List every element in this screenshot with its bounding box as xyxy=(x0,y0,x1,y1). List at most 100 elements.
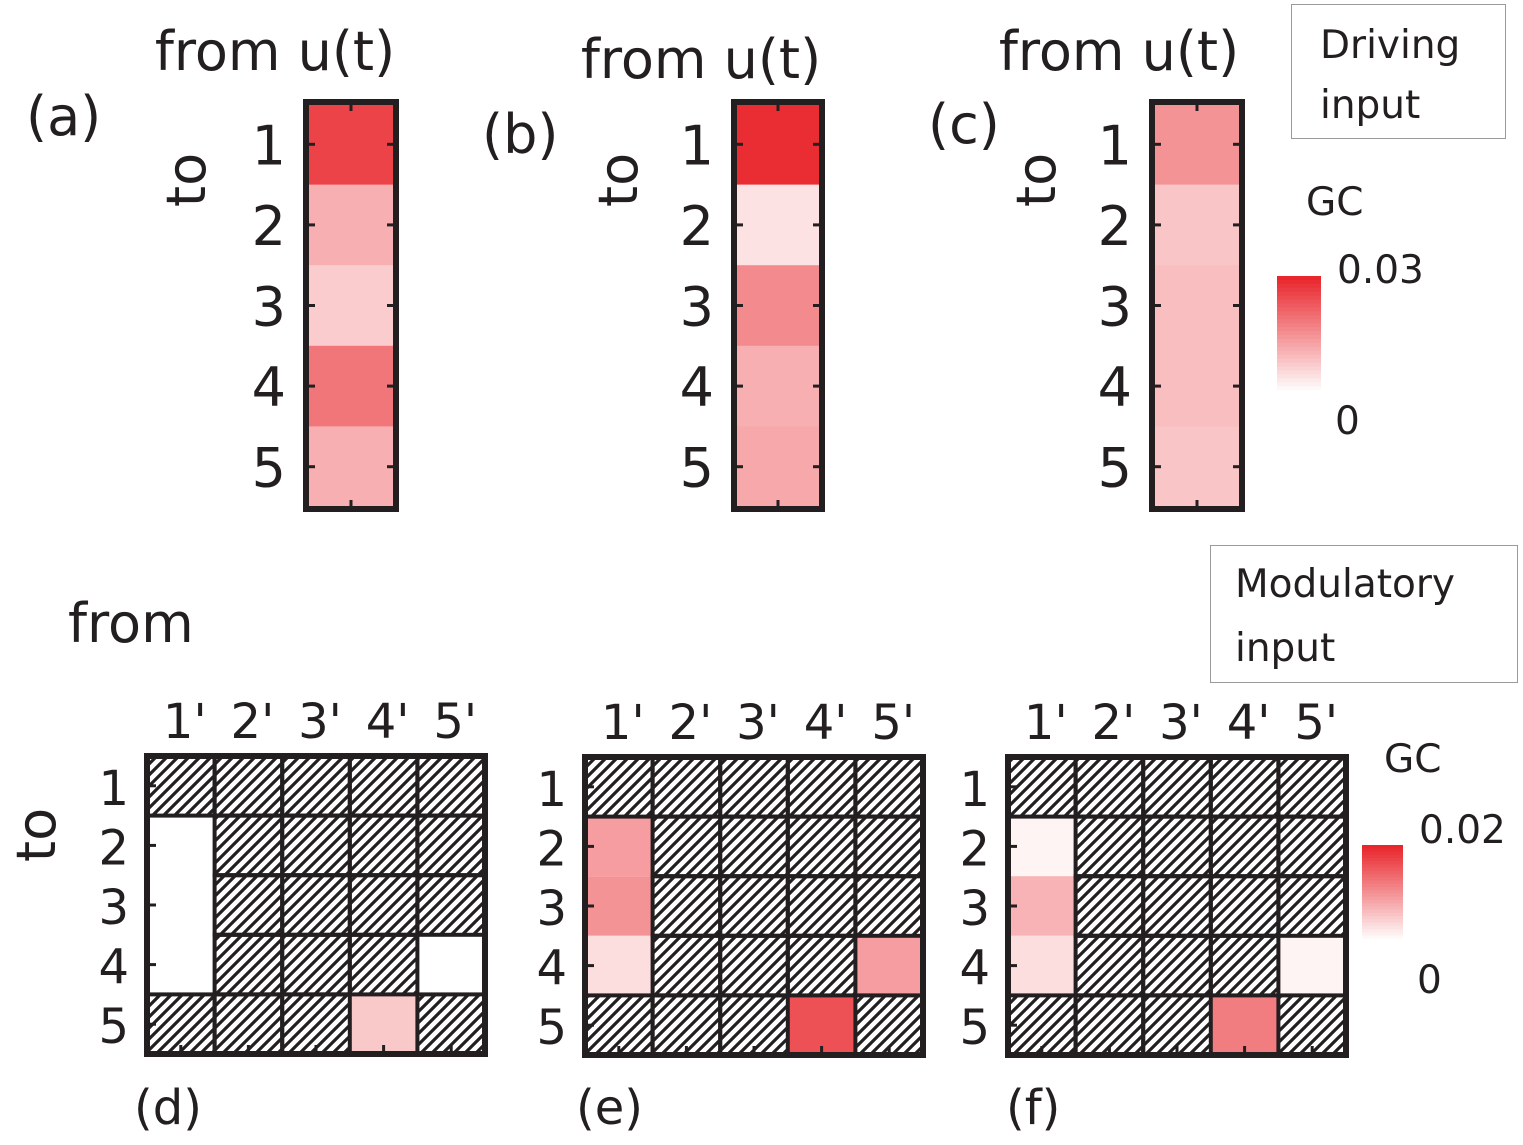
matrix-cell-3-4 xyxy=(349,875,418,935)
driving-input-line1: Driving xyxy=(1320,23,1461,68)
driving-colorbar-label: GC xyxy=(1306,180,1363,225)
matrix-cell-4-3 xyxy=(282,934,350,995)
driving-colorbar-step xyxy=(1277,366,1321,371)
heatmap-cell-4 xyxy=(734,345,822,427)
column-label-2: 3' xyxy=(736,695,780,751)
modulatory-colorbar-step xyxy=(1362,845,1403,849)
matrix-cell-1-1 xyxy=(1008,757,1076,817)
row-label-1: 1 xyxy=(252,114,286,177)
driving-colorbar-step xyxy=(1277,287,1321,293)
column-label-2: 3' xyxy=(298,694,342,750)
row-label-2: 2 xyxy=(536,821,567,877)
row-label-2: 2 xyxy=(680,195,714,258)
driving-colorbar-max-label: 0.03 xyxy=(1337,248,1424,293)
modulatory-colorbar-step xyxy=(1362,899,1403,904)
driving-input-line2: input xyxy=(1320,83,1421,128)
heatmap-frame xyxy=(303,99,399,512)
matrix-cell-1-2 xyxy=(214,756,283,816)
matrix-cell-5-3 xyxy=(720,995,788,1055)
column-label-2: 3' xyxy=(1159,695,1203,751)
matrix-cell-2-1 xyxy=(585,816,653,877)
matrix-cell-1-3 xyxy=(1143,757,1211,817)
row-label-2: 2 xyxy=(252,195,286,258)
matrix-cell-5-1 xyxy=(1008,995,1076,1055)
heatmap-cell-5 xyxy=(734,426,822,508)
heatmap-cell-5 xyxy=(1152,426,1242,508)
driving-colorbar-step xyxy=(1277,342,1321,348)
column-label-1: 2' xyxy=(669,695,713,751)
row-label-1: 1 xyxy=(98,761,129,817)
matrix-cell-1-3 xyxy=(720,757,788,817)
heatmap-cell-2 xyxy=(1152,184,1242,266)
matrix-cell-5-3 xyxy=(1143,995,1211,1055)
row-label-2: 2 xyxy=(98,820,129,876)
driving-colorbar-step xyxy=(1277,307,1321,312)
matrix-cell-5-3 xyxy=(282,994,350,1054)
driving-colorbar-step xyxy=(1277,283,1321,289)
modulatory-colorbar-step xyxy=(1362,903,1403,908)
modulatory-input-legend: Modulatory input xyxy=(1210,545,1518,683)
driving-colorbar-step xyxy=(1277,354,1321,360)
matrix-cell-3-3 xyxy=(1143,876,1211,936)
matrix-cell-5-4 xyxy=(787,995,856,1055)
row-label-3: 3 xyxy=(680,276,714,339)
matrix-frame xyxy=(1005,754,1349,1058)
matrix-cell-5-2 xyxy=(652,995,721,1055)
row-label-1: 1 xyxy=(1098,114,1132,177)
driving-colorbar-step xyxy=(1277,386,1321,391)
driving-colorbar-step xyxy=(1277,374,1321,379)
row-label-4: 4 xyxy=(252,356,286,419)
matrix-cell-3-5 xyxy=(1278,876,1346,936)
modulatory-colorbar-step xyxy=(1362,870,1403,875)
modulatory-colorbar-step xyxy=(1362,867,1403,872)
driving-colorbar-step xyxy=(1277,295,1321,301)
heatmap-cell-4 xyxy=(1152,345,1242,427)
matrix-cell-3-4 xyxy=(787,876,856,936)
modulatory-colorbar-step xyxy=(1362,877,1403,882)
matrix-cell-2-4 xyxy=(349,815,418,876)
column-label-0: 1' xyxy=(601,695,645,751)
driving-colorbar-step xyxy=(1277,350,1321,356)
heatmap-frame xyxy=(731,99,825,512)
matrix-cell-3-1 xyxy=(147,875,215,935)
matrix-cell-1-1 xyxy=(147,756,215,816)
matrix-cell-2-3 xyxy=(282,815,350,876)
matrix-frame xyxy=(144,753,488,1057)
matrix-cell-3-2 xyxy=(1075,876,1144,936)
heatmap-frame xyxy=(1149,99,1245,512)
matrix-cell-4-4 xyxy=(1210,935,1279,996)
matrix-cell-5-4 xyxy=(1210,995,1279,1055)
modulatory-colorbar-step xyxy=(1362,890,1403,895)
row-label-4: 4 xyxy=(98,940,129,996)
panel-label: (d) xyxy=(134,1080,202,1136)
matrix-cell-1-5 xyxy=(855,757,923,817)
matrix-cell-4-4 xyxy=(349,934,418,995)
modulatory-colorbar-max-label: 0.02 xyxy=(1419,808,1506,853)
matrix-cell-4-5 xyxy=(417,934,485,995)
panel-label: (e) xyxy=(576,1080,643,1136)
driving-colorbar-step xyxy=(1277,378,1321,383)
matrix-cell-1-2 xyxy=(652,757,721,817)
modulatory-colorbar-step xyxy=(1362,880,1403,885)
panel-label: (a) xyxy=(26,85,101,148)
modulatory-colorbar-step xyxy=(1362,925,1403,930)
matrix-cell-4-1 xyxy=(147,934,215,995)
matrix-cell-5-1 xyxy=(585,995,653,1055)
modulatory-colorbar-step xyxy=(1362,916,1403,920)
driving-colorbar-step xyxy=(1277,370,1321,375)
column-title: from u(t) xyxy=(581,28,821,91)
row-label-1: 1 xyxy=(680,114,714,177)
matrix-cell-1-2 xyxy=(1075,757,1144,817)
y-axis-label: to xyxy=(155,153,218,207)
row-label-2: 2 xyxy=(1098,195,1132,258)
heatmap-cell-1 xyxy=(306,104,396,186)
matrix-cell-3-3 xyxy=(282,875,350,935)
heatmap-cell-3 xyxy=(1152,265,1242,347)
modulatory-colorbar-step xyxy=(1362,935,1403,940)
row-label-5: 5 xyxy=(252,437,286,500)
matrix-cell-5-5 xyxy=(417,994,485,1054)
modulatory-input-line2: input xyxy=(1235,626,1336,671)
matrix-cell-2-2 xyxy=(1075,816,1144,877)
modulatory-colorbar-step xyxy=(1362,896,1403,901)
y-axis-label: to xyxy=(587,153,650,207)
